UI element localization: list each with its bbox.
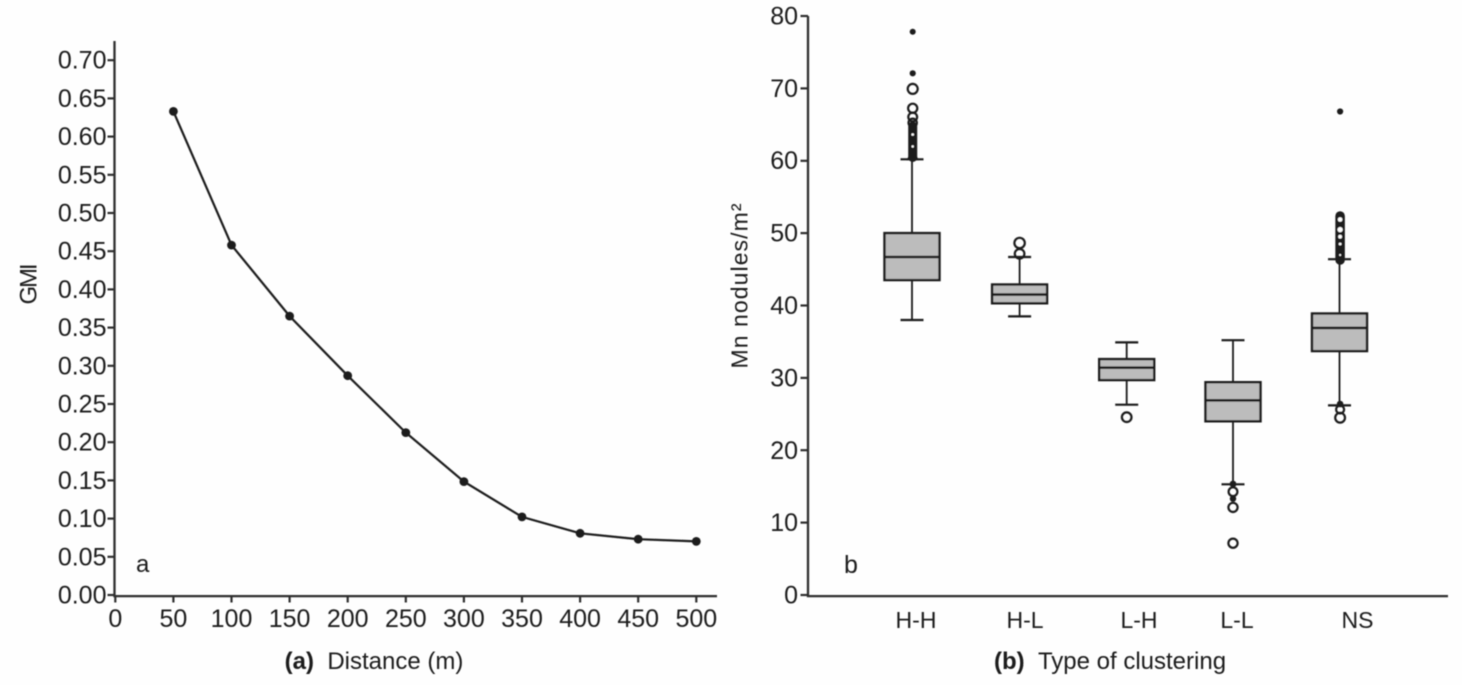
svg-text:30: 30 — [770, 364, 798, 392]
svg-text:150: 150 — [269, 605, 311, 633]
svg-text:0.20: 0.20 — [58, 429, 107, 457]
svg-text:0.05: 0.05 — [58, 543, 107, 571]
svg-text:0.15: 0.15 — [58, 467, 107, 495]
svg-text:100: 100 — [211, 605, 253, 633]
svg-text:500: 500 — [675, 605, 717, 633]
svg-text:0: 0 — [108, 605, 122, 633]
svg-text:0.55: 0.55 — [58, 161, 107, 189]
svg-text:200: 200 — [327, 605, 369, 633]
svg-text:400: 400 — [559, 605, 601, 633]
svg-text:0: 0 — [784, 582, 798, 610]
svg-text:0.10: 0.10 — [58, 505, 107, 533]
svg-text:300: 300 — [443, 605, 485, 633]
svg-text:10: 10 — [770, 509, 798, 537]
svg-text:(b) Type of clustering: (b) Type of clustering — [994, 648, 1226, 675]
svg-text:50: 50 — [159, 605, 187, 633]
svg-text:70: 70 — [770, 75, 798, 103]
svg-text:b: b — [844, 551, 858, 579]
svg-text:450: 450 — [617, 605, 659, 633]
svg-text:0.25: 0.25 — [58, 391, 107, 419]
svg-text:Mn nodules/m²: Mn nodules/m² — [727, 203, 753, 368]
svg-text:L-H: L-H — [1120, 607, 1157, 633]
svg-text:0.50: 0.50 — [58, 200, 107, 228]
svg-text:0.40: 0.40 — [58, 276, 107, 304]
svg-text:L-L: L-L — [1220, 607, 1253, 633]
svg-text:NS: NS — [1342, 607, 1374, 633]
svg-text:a: a — [136, 551, 150, 578]
svg-text:0.30: 0.30 — [58, 352, 107, 380]
svg-text:60: 60 — [770, 147, 798, 175]
svg-text:0.60: 0.60 — [58, 123, 107, 151]
svg-text:0.65: 0.65 — [58, 85, 107, 113]
svg-text:0.00: 0.00 — [58, 582, 107, 610]
svg-text:350: 350 — [501, 605, 543, 633]
svg-text:0.45: 0.45 — [58, 238, 107, 266]
svg-text:H-H: H-H — [896, 607, 937, 633]
svg-text:250: 250 — [385, 605, 427, 633]
svg-text:80: 80 — [770, 3, 798, 31]
svg-text:GMI: GMI — [16, 264, 43, 305]
svg-text:(a) Distance (m): (a) Distance (m) — [285, 648, 464, 675]
svg-text:50: 50 — [770, 220, 798, 248]
svg-text:0.35: 0.35 — [58, 314, 107, 342]
svg-text:40: 40 — [770, 292, 798, 320]
svg-text:20: 20 — [770, 437, 798, 465]
svg-text:H-L: H-L — [1006, 607, 1043, 633]
svg-text:0.70: 0.70 — [58, 47, 107, 75]
